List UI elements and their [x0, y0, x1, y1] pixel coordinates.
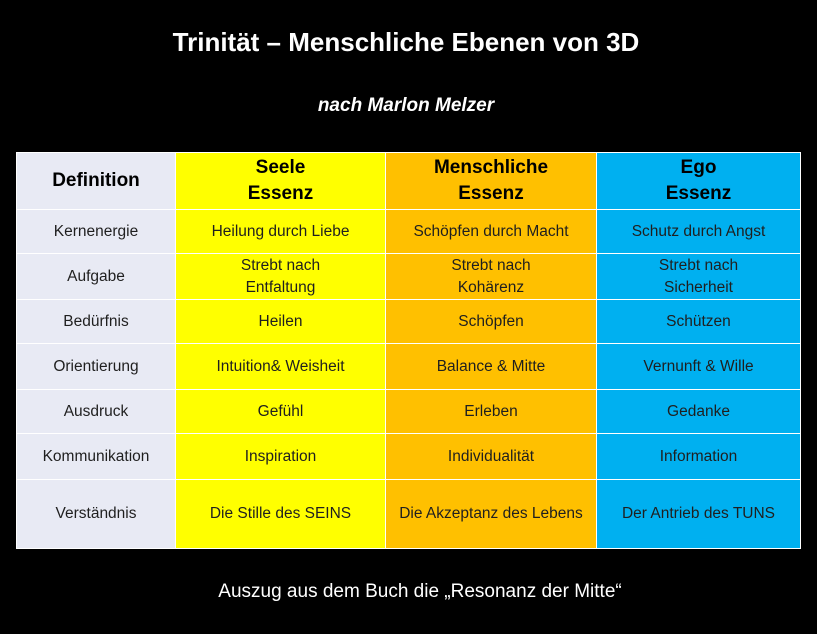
table-row: Bedürfnis Heilen Schöpfen Schützen [16, 299, 801, 344]
cell-seele: Heilung durch Liebe [175, 209, 386, 254]
cell-menschliche: Erleben [385, 389, 597, 434]
header-seele-line-1: Seele [255, 157, 306, 178]
cell-menschliche: Die Akzeptanz des Lebens [385, 479, 597, 549]
page-title: Trinität – Menschliche Ebenen von 3D [172, 27, 640, 57]
footer-caption: Auszug aus dem Buch die „Resonanz der Mi… [218, 581, 622, 602]
row-label: Kernenergie [16, 209, 176, 254]
cell-seele-line-2: Entfaltung [245, 278, 316, 296]
table-row: Kernenergie Heilung durch Liebe Schöpfen… [16, 209, 801, 254]
cell-menschliche: Balance & Mitte [385, 343, 597, 390]
trinity-table: Definition Seele Essenz Menschliche Esse… [16, 152, 801, 549]
cell-ego: Der Antrieb des TUNS [596, 479, 801, 549]
cell-menschliche: Individualität [385, 433, 597, 480]
cell-ego: Schützen [596, 299, 801, 344]
cell-ego: Strebt nach Sicherheit [596, 253, 801, 300]
cell-seele: Gefühl [175, 389, 386, 434]
cell-ego-line-1: Strebt nach [658, 256, 739, 274]
cell-menschliche: Schöpfen durch Macht [385, 209, 597, 254]
header-menschliche: Menschliche Essenz [385, 152, 597, 210]
header-ego-line-1: Ego [680, 157, 717, 178]
header-seele-line-2: Essenz [247, 183, 314, 204]
table-row: Kommunikation Inspiration Individualität… [16, 433, 801, 480]
cell-menschliche-line-1: Strebt nach [451, 256, 531, 274]
table-row: Orientierung Intuition& Weisheit Balance… [16, 343, 801, 390]
cell-seele: Strebt nach Entfaltung [175, 253, 386, 300]
row-label: Aufgabe [16, 253, 176, 300]
cell-seele: Heilen [175, 299, 386, 344]
page-subtitle: nach Marlon Melzer [317, 95, 495, 116]
header-definition-label: Definition [52, 170, 140, 191]
row-label: Bedürfnis [16, 299, 176, 344]
cell-menschliche: Schöpfen [385, 299, 597, 344]
header-seele: Seele Essenz [175, 152, 386, 210]
row-label: Verständnis [16, 479, 176, 549]
row-label: Kommunikation [16, 433, 176, 480]
cell-seele: Inspiration [175, 433, 386, 480]
cell-ego-line-2: Sicherheit [664, 278, 733, 296]
header-menschliche-line-2: Essenz [458, 183, 524, 204]
cell-ego: Gedanke [596, 389, 801, 434]
cell-ego: Vernunft & Wille [596, 343, 801, 390]
cell-ego: Schutz durch Angst [596, 209, 801, 254]
cell-seele: Intuition& Weisheit [175, 343, 386, 390]
cell-ego: Information [596, 433, 801, 480]
cell-seele-line-1: Strebt nach [240, 256, 321, 274]
table-row: Aufgabe Strebt nach Entfaltung Strebt na… [16, 253, 801, 300]
cell-seele: Die Stille des SEINS [175, 479, 386, 549]
header-definition: Definition [16, 152, 176, 210]
header-menschliche-line-1: Menschliche [433, 157, 549, 178]
header-ego: Ego Essenz [596, 152, 801, 210]
header-ego-line-2: Essenz [665, 183, 732, 204]
row-label: Orientierung [16, 343, 176, 390]
table-row: Ausdruck Gefühl Erleben Gedanke [16, 389, 801, 434]
table-row: Verständnis Die Stille des SEINS Die Akz… [16, 479, 801, 549]
cell-menschliche: Strebt nach Kohärenz [385, 253, 597, 300]
cell-menschliche-line-2: Kohärenz [457, 278, 525, 296]
row-label: Ausdruck [16, 389, 176, 434]
table-header-row: Definition Seele Essenz Menschliche Esse… [16, 152, 801, 210]
